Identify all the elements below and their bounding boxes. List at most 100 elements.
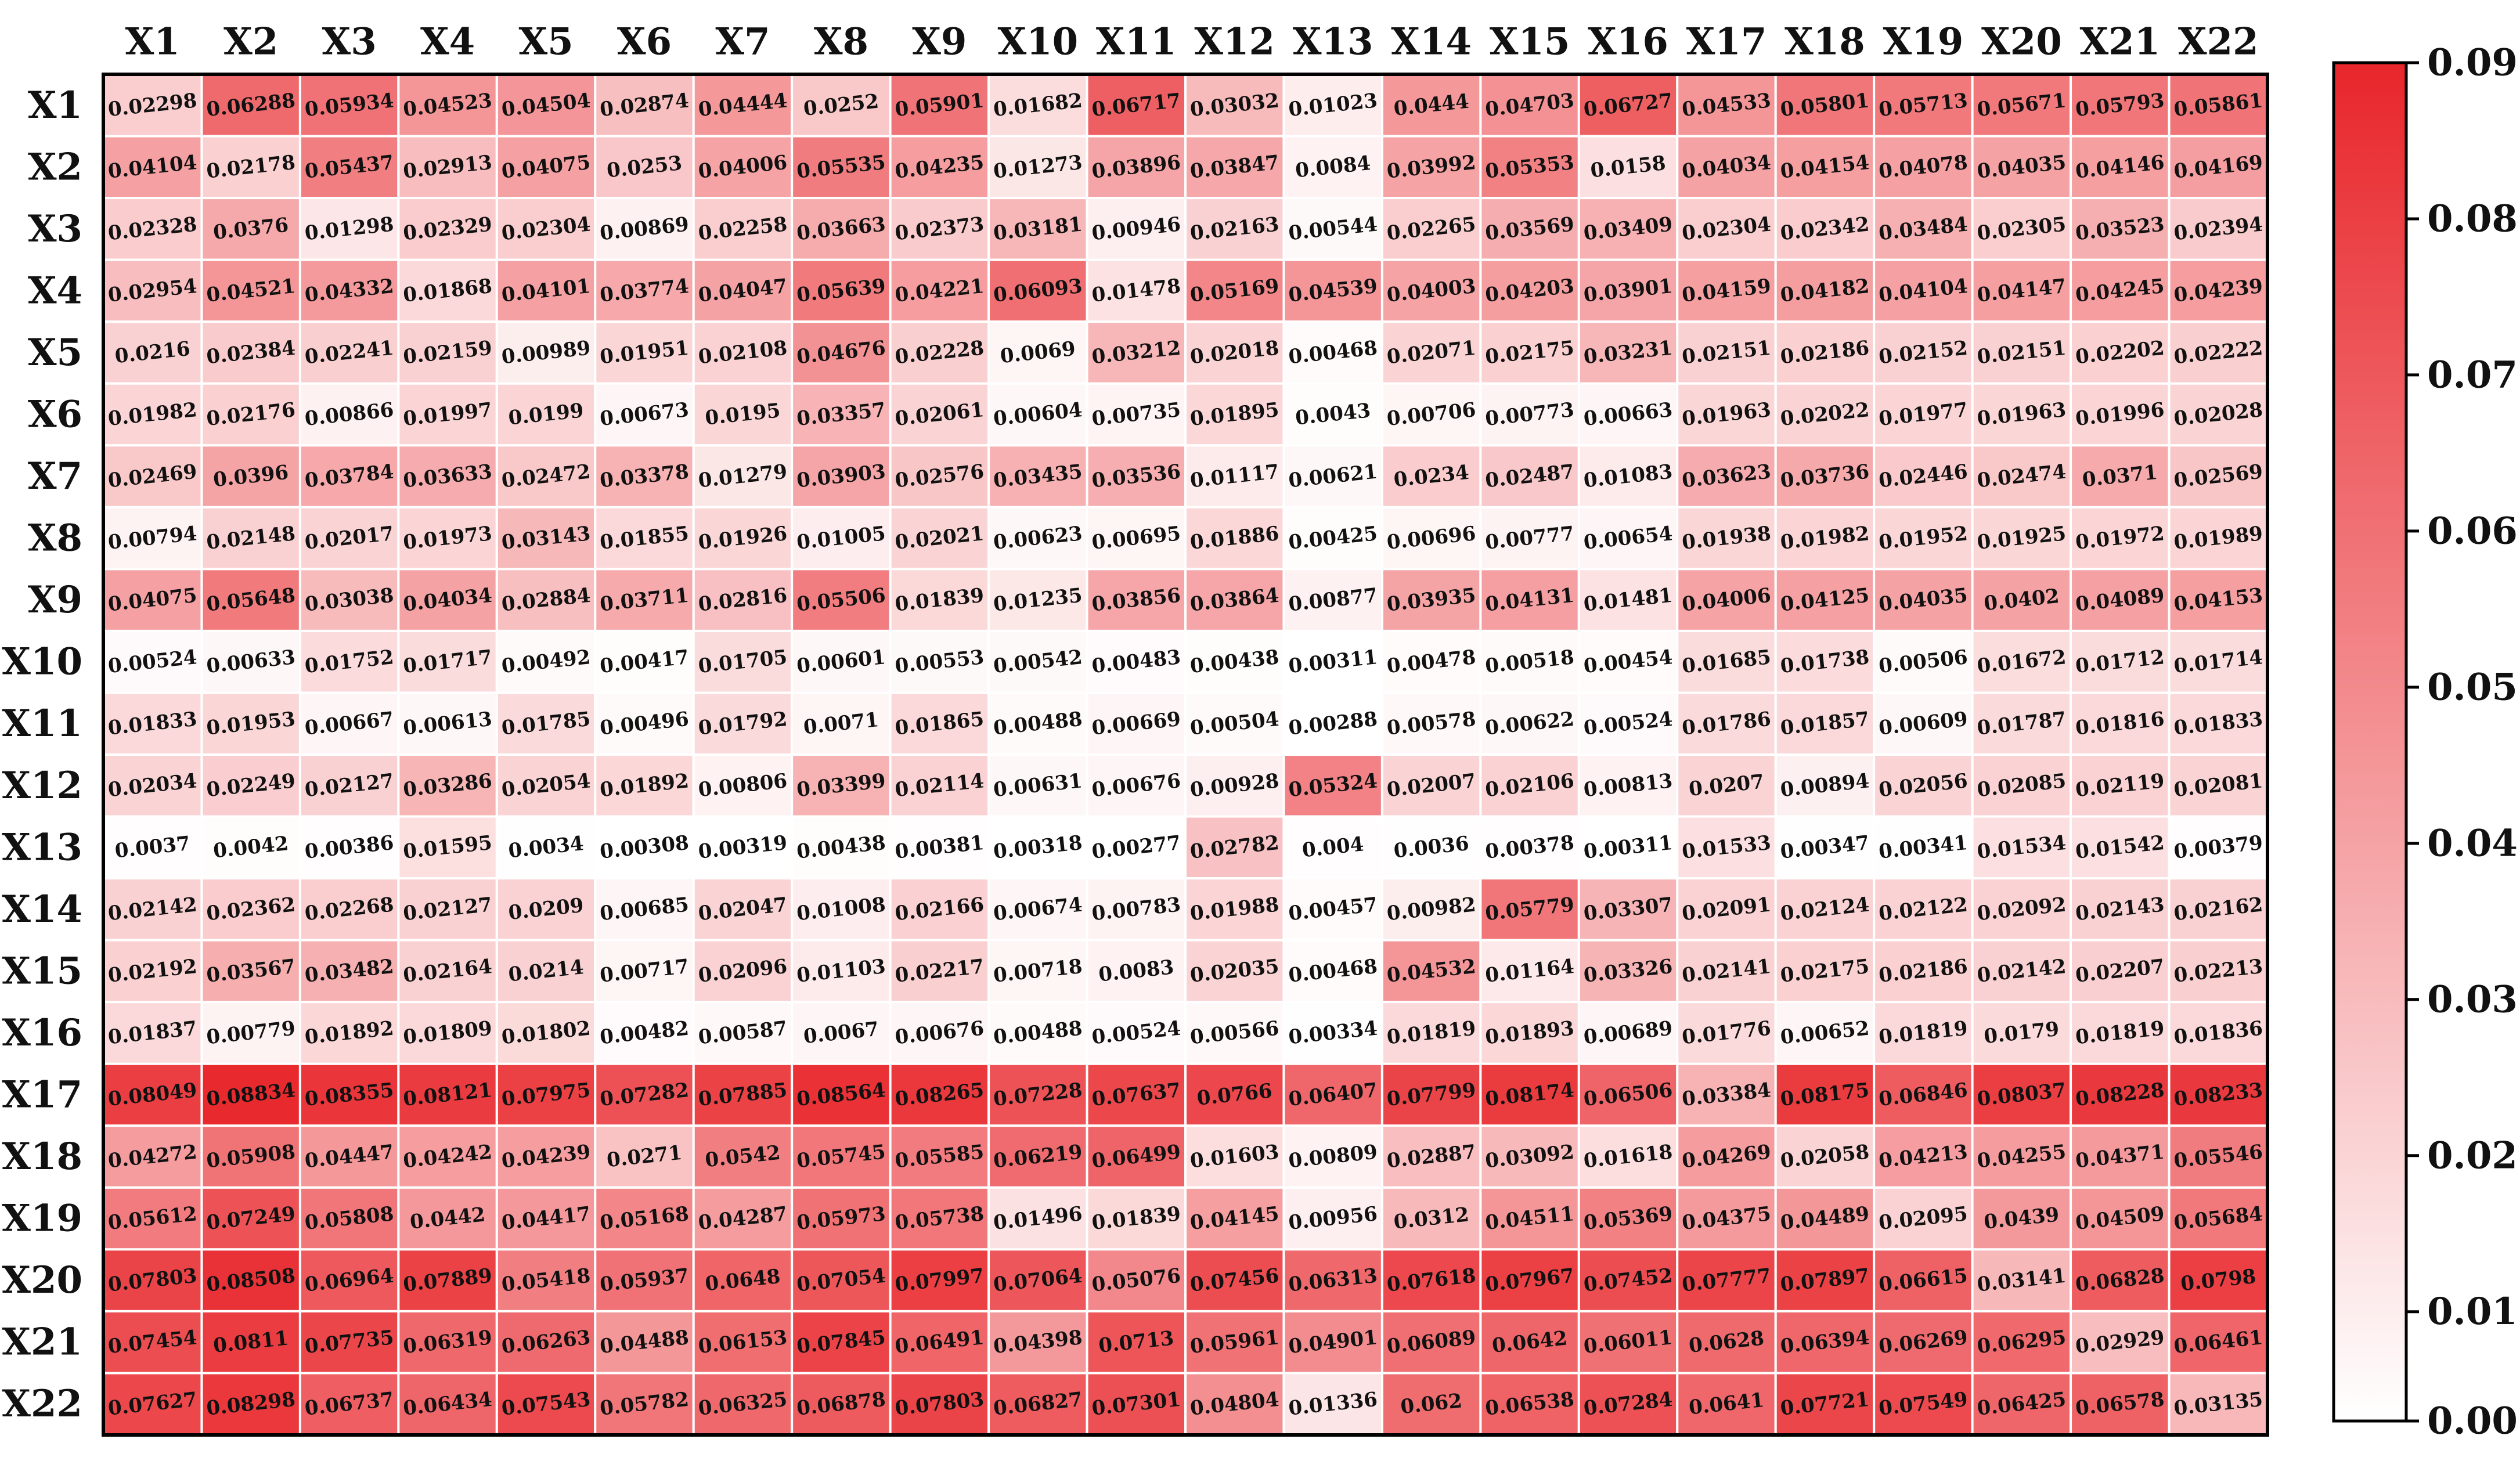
heatmap-cell (397, 197, 498, 261)
heatmap-cell (1282, 1248, 1383, 1312)
column-label: X13 (1293, 20, 1373, 64)
heatmap-cell (495, 1001, 597, 1065)
heatmap-cell (1971, 1372, 2072, 1437)
heatmap-cell (1479, 444, 1580, 508)
row-label: X20 (2, 1258, 82, 1302)
heatmap-cell (987, 382, 1088, 447)
heatmap-cell (594, 568, 695, 632)
heatmap-cell (987, 444, 1088, 508)
heatmap-cell (495, 1248, 597, 1312)
heatmap-cell (987, 1001, 1088, 1065)
heatmap-cell (692, 506, 794, 571)
row-label: X2 (28, 145, 82, 189)
heatmap-cell (1184, 73, 1285, 138)
heatmap-cell (1479, 135, 1580, 200)
heatmap-cell (594, 1372, 695, 1437)
heatmap-cell (2070, 815, 2171, 880)
colorbar-tick-label: 0.02 (2427, 1134, 2518, 1177)
heatmap-cell (1380, 320, 1482, 385)
heatmap-cell (1184, 691, 1285, 756)
row-label: X9 (28, 578, 82, 622)
row-label: X17 (2, 1073, 82, 1117)
heatmap-cell (298, 1001, 400, 1065)
row-label: X3 (28, 207, 82, 251)
heatmap-cell (1971, 197, 2072, 261)
heatmap-cell (2168, 506, 2269, 571)
heatmap-cell (889, 135, 990, 200)
column-label: X5 (518, 20, 573, 64)
heatmap-cell (1774, 1124, 1876, 1189)
heatmap-cell (594, 197, 695, 261)
row-label: X22 (2, 1382, 82, 1426)
heatmap-cell (1086, 444, 1187, 508)
heatmap-cell (594, 506, 695, 571)
column-label: X21 (2079, 20, 2160, 64)
colorbar-tick-label: 0.01 (2427, 1290, 2518, 1333)
column-labels: X1 X2 X3 X4 X5 X6 X7 X8 X9 X10 X11 X12 X13 X14 X15 X16 X… (125, 20, 2259, 64)
heatmap-cell (102, 1372, 203, 1437)
heatmap-cell (987, 691, 1088, 756)
colorbar-tick-label: 0.06 (2427, 509, 2518, 553)
heatmap-cell (200, 1062, 301, 1127)
heatmap-cell (1184, 1186, 1285, 1251)
heatmap-cell (1873, 691, 1974, 756)
row-label: X6 (28, 393, 82, 437)
heatmap-cell (102, 320, 203, 385)
heatmap-cell (200, 568, 301, 632)
heatmap-cell (1676, 382, 1777, 447)
heatmap-cell (889, 197, 990, 261)
heatmap-cell (102, 258, 203, 323)
colorbar-tick-label: 0.003 (2427, 1400, 2520, 1443)
heatmap-cell (200, 506, 301, 571)
row-label: X11 (2, 702, 82, 745)
heatmap-cell (692, 444, 794, 508)
heatmap-cell (495, 135, 597, 200)
heatmap-cell (200, 939, 301, 1004)
heatmap-cell (1479, 753, 1580, 818)
heatmap-cell (1380, 691, 1482, 756)
heatmap-cell (1380, 1372, 1482, 1437)
heatmap-cell (102, 506, 203, 571)
heatmap-cell (1086, 258, 1187, 323)
column-label: X1 (125, 20, 180, 64)
heatmap-cell (2168, 1124, 2269, 1189)
heatmap-cell (1676, 568, 1777, 632)
heatmap-cell (102, 815, 203, 880)
heatmap-cell (1577, 1310, 1679, 1375)
heatmap-cell (1380, 1310, 1482, 1375)
heatmap-cell (889, 258, 990, 323)
heatmap-cell (1380, 877, 1482, 942)
heatmap-cell (1086, 877, 1187, 942)
row-label: X12 (2, 764, 82, 807)
heatmap-cell (298, 506, 400, 571)
heatmap-cell (1577, 73, 1679, 138)
heatmap-cell (1774, 568, 1876, 632)
heatmap-cell (2168, 877, 2269, 942)
heatmap-cell (594, 691, 695, 756)
heatmap-cell (1184, 258, 1285, 323)
column-label: X11 (1096, 20, 1177, 64)
heatmap-cell (495, 753, 597, 818)
heatmap-cell (1577, 1248, 1679, 1312)
heatmap-cell (1873, 939, 1974, 1004)
heatmap-cell (1676, 1062, 1777, 1127)
heatmap-cell (1971, 320, 2072, 385)
colorbar (2332, 61, 2408, 1423)
heatmap-cell (594, 1001, 695, 1065)
colorbar-tick-label: 0.03 (2427, 978, 2518, 1021)
column-label: X22 (2178, 20, 2259, 64)
heatmap-cell (1086, 382, 1187, 447)
heatmap-cell (1282, 444, 1383, 508)
heatmap-cell (2070, 629, 2171, 694)
heatmap-cell (1380, 1001, 1482, 1065)
heatmap-cell (1282, 568, 1383, 632)
column-label: X19 (1883, 20, 1964, 64)
heatmap-cell (495, 1372, 597, 1437)
heatmap-cell (889, 753, 990, 818)
heatmap-cell (2070, 1372, 2171, 1437)
heatmap-cell (1873, 258, 1974, 323)
heatmap-cell (1873, 1124, 1974, 1189)
heatmap-cell (397, 1372, 498, 1437)
heatmap-cell (987, 1248, 1088, 1312)
plot-frame (102, 73, 2269, 1437)
